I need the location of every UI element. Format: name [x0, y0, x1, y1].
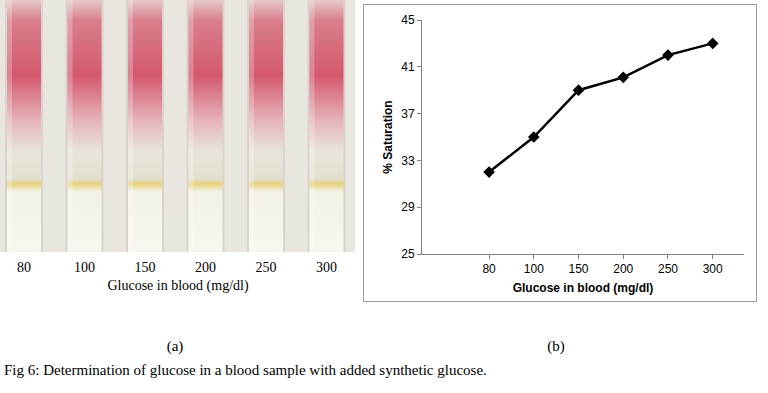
svg-text:33: 33 [401, 154, 415, 168]
svg-text:25: 25 [401, 247, 415, 261]
svg-text:100: 100 [524, 262, 544, 276]
svg-text:300: 300 [316, 260, 337, 275]
svg-text:200: 200 [195, 260, 216, 275]
svg-text:250: 250 [658, 262, 678, 276]
svg-text:150: 150 [569, 262, 589, 276]
svg-text:80: 80 [482, 262, 496, 276]
svg-text:37: 37 [401, 107, 415, 121]
svg-text:150: 150 [135, 260, 156, 275]
html-text:Fig 6: Determination of glucos: Fig 6: Determination of glucose in a blo… [4, 362, 487, 378]
svg-text:Glucose in blood (mg/dl): Glucose in blood (mg/dl) [513, 281, 654, 295]
svg-text:200: 200 [613, 262, 633, 276]
svg-text:100: 100 [74, 260, 95, 275]
svg-text:41: 41 [401, 60, 415, 74]
svg-text:250: 250 [256, 260, 277, 275]
html-text:(a): (a) [166, 338, 184, 354]
svg-text:300: 300 [703, 262, 723, 276]
svg-text:Glucose in blood (mg/dl): Glucose in blood (mg/dl) [107, 278, 248, 294]
svg-text:% Saturation: % Saturation [381, 100, 395, 173]
svg-text:29: 29 [401, 200, 415, 214]
svg-text:80: 80 [17, 260, 31, 275]
svg-text:45: 45 [401, 13, 415, 27]
html-text:(b): (b) [547, 338, 565, 354]
